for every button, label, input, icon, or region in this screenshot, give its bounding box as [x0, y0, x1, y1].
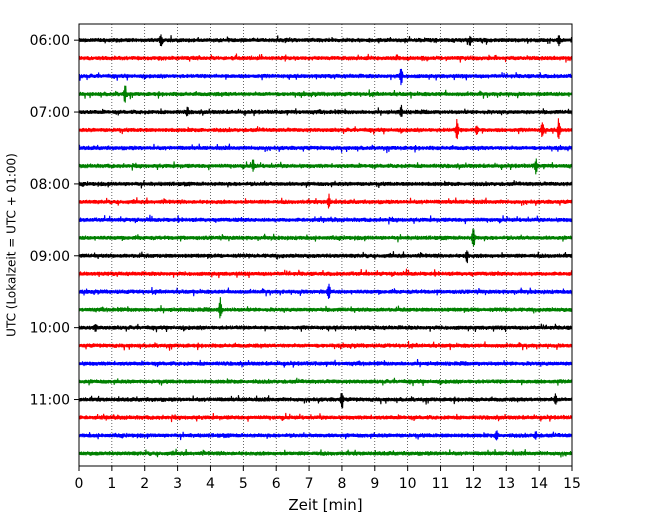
trace-0600: [78, 34, 573, 47]
traces-layer: [78, 34, 573, 458]
trace-0745: [78, 158, 573, 175]
trace-0730: [78, 143, 573, 154]
x-tick-label: 2: [140, 476, 149, 492]
trace-0945: [78, 297, 573, 319]
x-tick-label: 7: [305, 476, 314, 492]
x-axis-label: Zeit [min]: [288, 496, 362, 514]
trace-0815: [78, 193, 573, 209]
x-tick-label: 14: [530, 476, 548, 492]
trace-0915: [78, 268, 573, 279]
trace-0700: [78, 104, 573, 117]
y-tick-label: 11:00: [30, 393, 70, 409]
y-tick-label: 09:00: [30, 249, 70, 265]
trace-0715: [78, 118, 573, 140]
trace-0630: [78, 68, 573, 86]
x-tick-label: 3: [173, 476, 182, 492]
plot-frame: [78, 23, 573, 467]
trace-1045: [78, 377, 573, 387]
x-tick-label: 10: [399, 476, 417, 492]
x-axis: 0 1 2 3 4 5 6 7 8 9 10 11 12 13 14 15: [75, 466, 581, 492]
x-tick-label: 1: [107, 476, 116, 492]
trace-0900: [78, 250, 573, 264]
y-tick-label: 06:00: [30, 33, 70, 49]
y-tick-label: 10:00: [30, 321, 70, 337]
x-tick-label: 15: [563, 476, 581, 492]
trace-1145: [78, 448, 573, 458]
trace-1015: [78, 340, 573, 351]
trace-1130: [78, 430, 573, 441]
trace-1000: [78, 323, 573, 333]
trace-1100: [78, 393, 573, 409]
x-tick-label: 9: [370, 476, 379, 492]
x-tick-label: 11: [432, 476, 450, 492]
x-tick-label: 12: [464, 476, 482, 492]
trace-0830: [78, 214, 573, 225]
x-tick-label: 8: [337, 476, 346, 492]
trace-0645: [78, 85, 573, 103]
trace-1115: [78, 412, 573, 423]
y-axis: 06:00 07:00 08:00 09:00 10:00 11:00: [30, 33, 79, 409]
x-tick-label: 0: [75, 476, 84, 492]
y-tick-label: 07:00: [30, 105, 70, 121]
x-tick-label: 6: [272, 476, 281, 492]
trace-0845: [78, 228, 573, 247]
x-tick-label: 13: [497, 476, 515, 492]
x-tick-label: 5: [239, 476, 248, 492]
trace-0930: [78, 283, 573, 299]
y-tick-label: 08:00: [30, 177, 70, 193]
trace-0615: [78, 53, 573, 63]
trace-0800: [78, 180, 573, 189]
x-tick-label: 4: [206, 476, 215, 492]
trace-1030: [78, 358, 573, 368]
y-axis-label: UTC (Lokalzeit = UTC + 01:00): [5, 153, 19, 337]
